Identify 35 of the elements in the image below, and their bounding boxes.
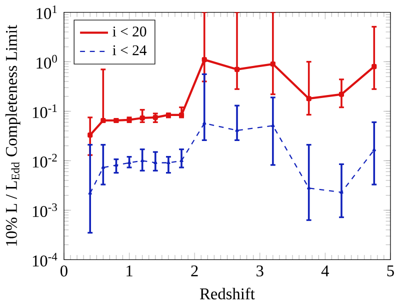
point — [140, 158, 144, 162]
point — [306, 186, 311, 190]
x-tick-label: 3 — [256, 266, 264, 277]
x-tick-label: 2 — [191, 266, 198, 276]
point — [88, 132, 93, 138]
y-tick-label: 10$^{-4}$ — [32, 252, 58, 267]
point — [101, 166, 106, 169]
point — [306, 96, 312, 102]
y-axis-title: 10% L / L$_{Edd}$ Completeness Limit — [5, 25, 20, 246]
legend-label: i < 24 — [112, 45, 147, 56]
x-tick-label: 1 — [126, 266, 132, 276]
point — [235, 128, 239, 132]
point — [152, 114, 158, 120]
y-tick-label: 10$^{0}$ — [36, 54, 57, 69]
point — [340, 190, 344, 194]
point — [88, 191, 92, 195]
point — [372, 64, 377, 70]
point — [338, 92, 344, 97]
point — [202, 57, 207, 62]
x-axis-title: Redshift — [200, 288, 255, 300]
x-tick-label: 4 — [321, 266, 330, 276]
point — [180, 158, 184, 162]
y-tick-label: 10$^{-3}$ — [32, 203, 57, 218]
point — [271, 124, 275, 128]
x-tick-label: 5 — [387, 266, 394, 276]
y-tick-label: 10$^{1}$ — [36, 6, 57, 20]
point — [202, 121, 206, 125]
legend-label: i < 20 — [112, 26, 146, 37]
point — [166, 160, 170, 164]
y-tick-label: 10$^{-1}$ — [32, 104, 57, 118]
x-tick-label: 0 — [60, 266, 68, 277]
y-tick-label: 10$^{-2}$ — [32, 154, 57, 168]
point — [234, 66, 240, 72]
point — [154, 160, 158, 164]
point — [270, 62, 276, 67]
